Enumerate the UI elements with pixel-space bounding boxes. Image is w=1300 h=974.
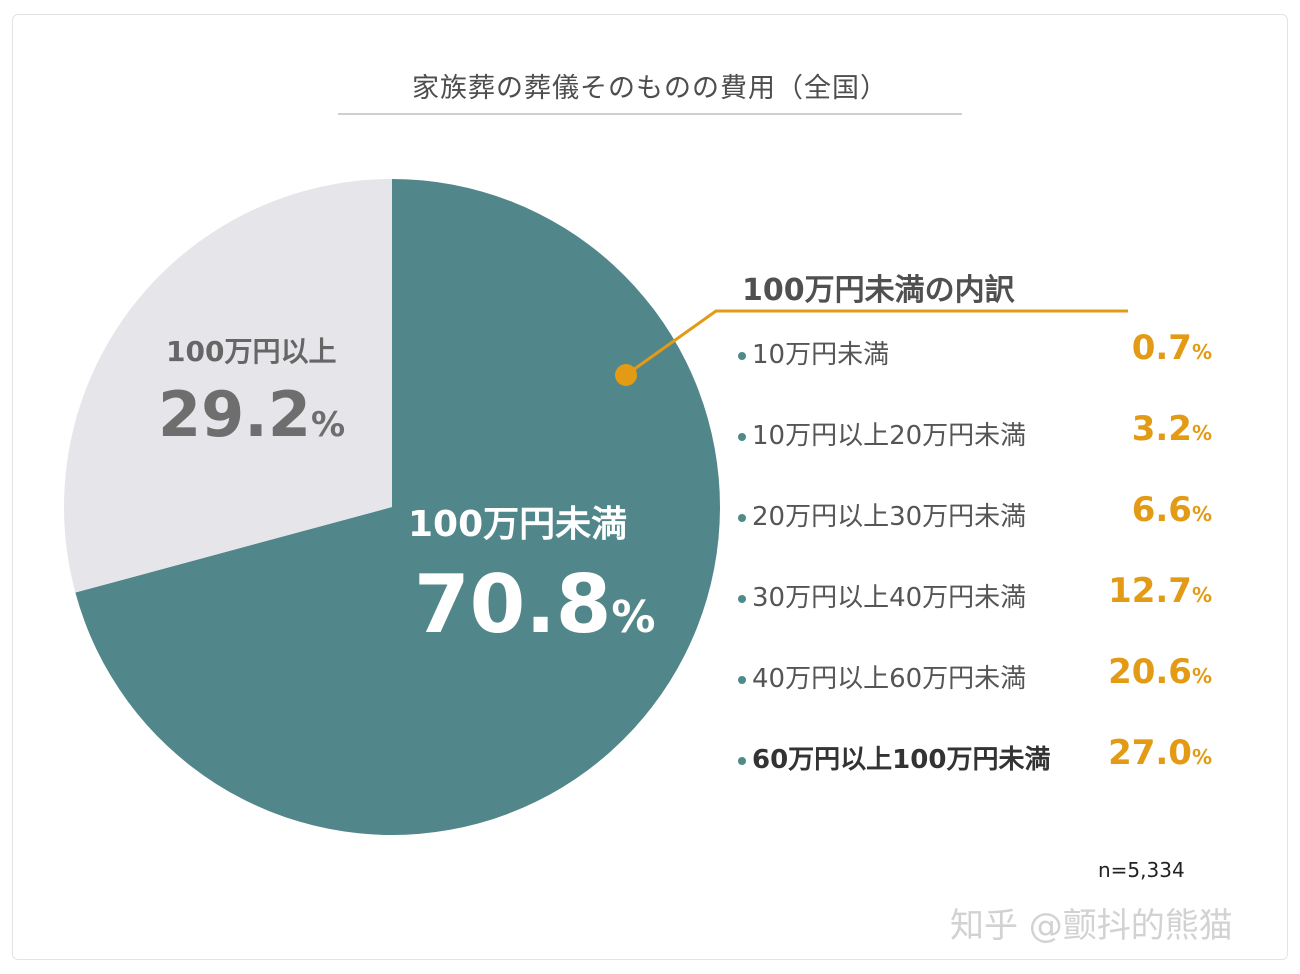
breakdown-value-number: 12.7 bbox=[1108, 571, 1192, 611]
breakdown-label: 10万円未満 bbox=[738, 334, 889, 371]
chart-title: 家族葬の葬儀そのものの費用（全国） bbox=[412, 73, 888, 104]
breakdown-value: 20.6% bbox=[1108, 652, 1212, 692]
sample-size-note: n=5,334 bbox=[1098, 858, 1185, 882]
watermark: 知乎 @颤抖的熊猫 bbox=[950, 906, 1233, 946]
breakdown-label-text: 10万円未満 bbox=[752, 340, 890, 370]
slice-value-under-100: 70.8% bbox=[414, 558, 655, 651]
percent-sign: % bbox=[1191, 664, 1212, 688]
percent-sign: % bbox=[1191, 340, 1212, 364]
breakdown-row: 10万円未満 0.7% bbox=[738, 328, 1218, 374]
percent-sign: % bbox=[1191, 421, 1212, 445]
breakdown-row: 40万円以上60万円未満 20.6% bbox=[738, 652, 1218, 698]
breakdown-value-number: 6.6 bbox=[1131, 490, 1192, 530]
breakdown-title: 100万円未満の内訳 bbox=[742, 273, 1015, 308]
breakdown-label: 10万円以上20万円未満 bbox=[738, 415, 1026, 452]
bullet-icon bbox=[738, 432, 746, 441]
slice-value-under-100-number: 70.8 bbox=[414, 558, 612, 651]
breakdown-value-number: 27.0 bbox=[1108, 733, 1192, 773]
breakdown-label-text: 40万円以上60万円未満 bbox=[752, 664, 1027, 694]
pie-slice-under-100 bbox=[75, 179, 721, 835]
bullet-icon bbox=[738, 594, 746, 603]
breakdown-value: 6.6% bbox=[1132, 490, 1212, 530]
percent-sign: % bbox=[1191, 745, 1212, 769]
breakdown-leader-line bbox=[625, 309, 1128, 377]
breakdown-label-text: 10万円以上20万円未満 bbox=[752, 421, 1027, 451]
slice-value-over-100-number: 29.2 bbox=[158, 378, 311, 451]
bullet-icon bbox=[738, 513, 746, 522]
percent-sign: % bbox=[611, 592, 656, 643]
breakdown-row: 60万円以上100万円未満 27.0% bbox=[738, 733, 1218, 779]
breakdown-label: 30万円以上40万円未満 bbox=[738, 577, 1026, 614]
slice-value-over-100: 29.2% bbox=[158, 378, 345, 451]
breakdown-label: 40万円以上60万円未満 bbox=[738, 658, 1026, 695]
breakdown-row: 10万円以上20万円未満 3.2% bbox=[738, 409, 1218, 455]
pie-slice-over-100 bbox=[64, 179, 393, 593]
breakdown-value: 0.7% bbox=[1132, 328, 1212, 368]
breakdown-value-number: 20.6 bbox=[1108, 652, 1192, 692]
breakdown-row: 20万円以上30万円未満 6.6% bbox=[738, 490, 1218, 536]
breakdown-value: 27.0% bbox=[1108, 733, 1212, 773]
breakdown-label: 20万円以上30万円未満 bbox=[738, 496, 1026, 533]
breakdown-value-number: 3.2 bbox=[1131, 409, 1192, 449]
leader-dot-icon bbox=[615, 364, 637, 386]
bullet-icon bbox=[738, 351, 746, 360]
title-underline bbox=[338, 113, 962, 115]
breakdown-value: 12.7% bbox=[1108, 571, 1212, 611]
slice-label-under-100: 100万円未満 bbox=[408, 504, 628, 545]
percent-sign: % bbox=[1191, 583, 1212, 607]
breakdown-label: 60万円以上100万円未満 bbox=[738, 739, 1050, 776]
breakdown-row: 30万円以上40万円未満 12.7% bbox=[738, 571, 1218, 617]
breakdown-value: 3.2% bbox=[1132, 409, 1212, 449]
slice-label-over-100: 100万円以上 bbox=[166, 335, 337, 368]
breakdown-label-text: 60万円以上100万円未満 bbox=[752, 745, 1051, 775]
percent-sign: % bbox=[1191, 502, 1212, 526]
breakdown-label-text: 20万円以上30万円未満 bbox=[752, 502, 1027, 532]
breakdown-value-number: 0.7 bbox=[1131, 328, 1192, 368]
breakdown-label-text: 30万円以上40万円未満 bbox=[752, 583, 1027, 613]
bullet-icon bbox=[738, 756, 746, 765]
bullet-icon bbox=[738, 675, 746, 684]
percent-sign: % bbox=[310, 405, 346, 445]
